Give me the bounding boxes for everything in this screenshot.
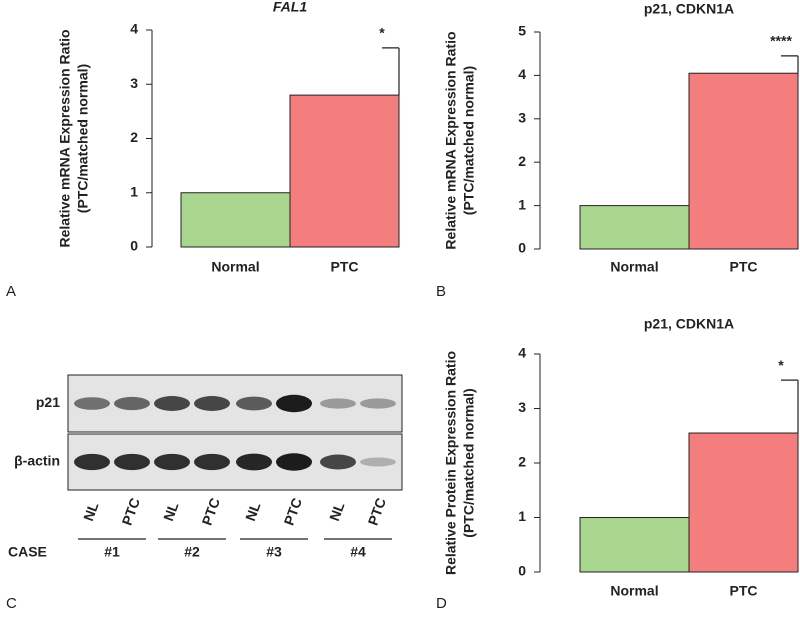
x-tick-label: PTC <box>730 259 758 275</box>
panel-letter: B <box>436 283 446 300</box>
blot-band <box>360 457 396 467</box>
case-number: #4 <box>350 544 366 560</box>
panel-letter: A <box>6 283 16 300</box>
blot-band <box>276 394 312 413</box>
bar <box>289 94 400 248</box>
x-tick-label: Normal <box>211 259 259 275</box>
blot-row-label: β-actin <box>14 453 60 469</box>
lane-label: NL <box>326 500 348 523</box>
y-tick-label: 4 <box>130 21 138 37</box>
y-axis-label: Relative mRNA Expression Ratio <box>57 29 73 247</box>
y-tick-label: 3 <box>518 399 526 415</box>
x-tick-label: Normal <box>610 259 658 275</box>
blot-band <box>194 396 230 411</box>
blot-band <box>320 454 356 470</box>
y-tick-label: 5 <box>518 23 526 39</box>
blot-band <box>154 396 190 411</box>
bar <box>688 72 799 250</box>
chart-title: p21, CDKN1A <box>644 1 734 17</box>
blot-row-label: p21 <box>36 394 60 410</box>
y-tick-label: 2 <box>518 454 526 470</box>
significance: * <box>379 25 385 41</box>
lane-label: PTC <box>280 496 305 528</box>
lane-label: NL <box>242 500 264 523</box>
y-axis-label: (PTC/matched normal) <box>461 388 477 537</box>
blot-band <box>360 398 396 409</box>
y-axis-label: (PTC/matched normal) <box>75 64 91 213</box>
blot-band <box>194 453 230 471</box>
lane-label: PTC <box>118 496 143 528</box>
bar <box>688 432 799 573</box>
y-tick-label: 0 <box>130 238 138 254</box>
y-tick-label: 1 <box>130 183 138 199</box>
blot-band <box>320 398 356 409</box>
y-axis-label: (PTC/matched normal) <box>461 66 477 215</box>
y-tick-label: 3 <box>130 75 138 91</box>
y-tick-label: 0 <box>518 563 526 579</box>
bar <box>180 192 291 248</box>
blot-band <box>154 453 190 471</box>
lane-label: PTC <box>364 496 389 528</box>
chart-title: FAL1 <box>273 0 307 15</box>
lane-label: NL <box>80 500 102 523</box>
y-tick-label: 0 <box>518 240 526 256</box>
y-axis-label: Relative mRNA Expression Ratio <box>443 31 459 249</box>
lane-label: PTC <box>198 496 223 528</box>
blot-band <box>276 453 312 471</box>
blot-band <box>236 453 272 471</box>
case-number: #3 <box>266 544 282 560</box>
y-tick-label: 4 <box>518 66 526 82</box>
panel-letter: D <box>436 595 447 612</box>
lane-label: NL <box>160 500 182 523</box>
y-tick-label: 2 <box>518 153 526 169</box>
blot-band <box>74 397 110 410</box>
y-tick-label: 1 <box>518 196 526 212</box>
y-tick-label: 4 <box>518 345 526 361</box>
y-tick-label: 3 <box>518 110 526 126</box>
blot-band <box>114 396 150 411</box>
case-number: #2 <box>184 544 200 560</box>
significance: * <box>778 357 784 373</box>
y-tick-label: 2 <box>130 129 138 145</box>
x-tick-label: PTC <box>730 583 758 599</box>
y-tick-label: 1 <box>518 508 526 524</box>
blot-band <box>236 396 272 411</box>
y-axis-label: Relative Protein Expression Ratio <box>443 351 459 575</box>
x-tick-label: PTC <box>331 259 359 275</box>
chart-title: p21, CDKN1A <box>644 316 734 332</box>
bar <box>579 205 690 250</box>
x-tick-label: Normal <box>610 583 658 599</box>
significance: **** <box>770 33 792 49</box>
bar <box>579 517 690 573</box>
blot-band <box>114 453 150 471</box>
case-label: CASE <box>8 544 47 560</box>
case-number: #1 <box>104 544 120 560</box>
blot-band <box>74 453 110 471</box>
panel-letter: C <box>6 595 17 612</box>
